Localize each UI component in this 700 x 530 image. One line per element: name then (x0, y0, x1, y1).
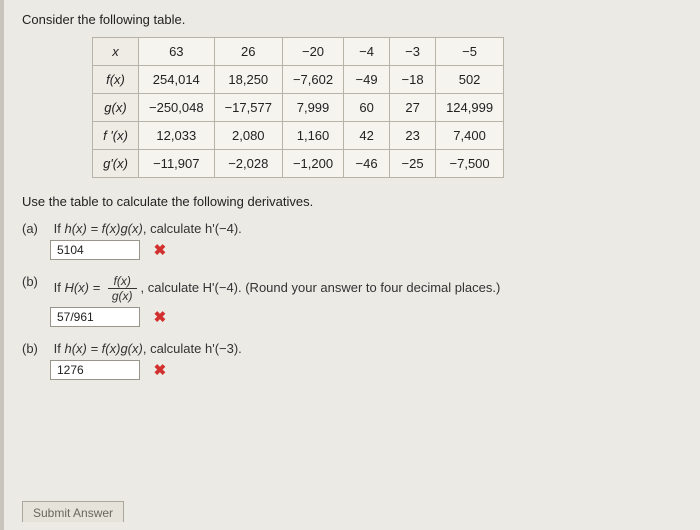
cell: −49 (344, 66, 390, 94)
cell: 27 (390, 94, 436, 122)
frac-num: f(x) (108, 274, 137, 289)
col-header: −4 (344, 38, 390, 66)
prompt-text: Consider the following table. (22, 12, 682, 27)
part-b2-eq: h(x) = f(x)g(x) (64, 341, 142, 356)
part-b2-post: , calculate h'(−3). (143, 341, 242, 356)
col-header: −20 (282, 38, 343, 66)
cell: 42 (344, 122, 390, 150)
cell: −17,577 (214, 94, 282, 122)
cell: −7,602 (282, 66, 343, 94)
submit-answer-button[interactable]: Submit Answer (22, 501, 124, 522)
part-a-pre: If (54, 221, 65, 236)
cell: −1,200 (282, 150, 343, 178)
col-header: −5 (436, 38, 504, 66)
table-row: g'(x) −11,907 −2,028 −1,200 −46 −25 −7,5… (93, 150, 504, 178)
part-b1-answer-row: 57/961 ✖ (50, 307, 682, 327)
cell: 18,250 (214, 66, 282, 94)
question-page: Consider the following table. x 63 26 −2… (0, 0, 700, 530)
part-b2: (b) If h(x) = f(x)g(x), calculate h'(−3)… (22, 341, 682, 380)
cell: −46 (344, 150, 390, 178)
table-row: x 63 26 −20 −4 −3 −5 (93, 38, 504, 66)
col-header-x: x (93, 38, 139, 66)
table-wrap: x 63 26 −20 −4 −3 −5 f(x) 254,014 18,250… (92, 37, 682, 178)
col-header: −3 (390, 38, 436, 66)
wrong-icon: ✖ (154, 308, 167, 326)
wrong-icon: ✖ (154, 241, 167, 259)
part-a-eq: h(x) = f(x)g(x) (64, 221, 142, 236)
col-header: 63 (139, 38, 215, 66)
answer-input-a[interactable]: 5104 (50, 240, 140, 260)
cell: 60 (344, 94, 390, 122)
cell: 502 (436, 66, 504, 94)
cell: 7,999 (282, 94, 343, 122)
cell: −25 (390, 150, 436, 178)
cell: 7,400 (436, 122, 504, 150)
part-b2-answer-row: 1276 ✖ (50, 360, 682, 380)
part-a-body: If h(x) = f(x)g(x), calculate h'(−4). (54, 221, 242, 236)
answer-input-b2[interactable]: 1276 (50, 360, 140, 380)
part-b1-pre: If (54, 280, 65, 295)
row-label: g'(x) (93, 150, 139, 178)
table-row: f(x) 254,014 18,250 −7,602 −49 −18 502 (93, 66, 504, 94)
cell: −18 (390, 66, 436, 94)
part-a: (a) If h(x) = f(x)g(x), calculate h'(−4)… (22, 221, 682, 260)
cell: 124,999 (436, 94, 504, 122)
table-row: f '(x) 12,033 2,080 1,160 42 23 7,400 (93, 122, 504, 150)
cell: 23 (390, 122, 436, 150)
row-label: g(x) (93, 94, 139, 122)
fraction: f(x)g(x) (108, 274, 137, 303)
part-b1-post: , calculate H'(−4). (Round your answer t… (141, 280, 501, 295)
part-b2-pre: If (54, 341, 65, 356)
col-header: 26 (214, 38, 282, 66)
cell: −11,907 (139, 150, 215, 178)
answer-input-b1[interactable]: 57/961 (50, 307, 140, 327)
cell: −250,048 (139, 94, 215, 122)
cell: 2,080 (214, 122, 282, 150)
part-a-answer-row: 5104 ✖ (50, 240, 682, 260)
part-b1-lhs: H(x) = (64, 280, 103, 295)
row-label: f '(x) (93, 122, 139, 150)
frac-den: g(x) (108, 289, 137, 303)
part-a-label: (a) (22, 221, 50, 236)
part-b1: (b) If H(x) = f(x)g(x) , calculate H'(−4)… (22, 274, 682, 327)
part-b1-label: (b) (22, 274, 50, 289)
cell: −7,500 (436, 150, 504, 178)
part-b2-label: (b) (22, 341, 50, 356)
instruction-text: Use the table to calculate the following… (22, 194, 682, 209)
wrong-icon: ✖ (154, 361, 167, 379)
part-a-post: , calculate h'(−4). (143, 221, 242, 236)
part-b2-body: If h(x) = f(x)g(x), calculate h'(−3). (54, 341, 242, 356)
cell: −2,028 (214, 150, 282, 178)
cell: 12,033 (139, 122, 215, 150)
table-row: g(x) −250,048 −17,577 7,999 60 27 124,99… (93, 94, 504, 122)
cell: 254,014 (139, 66, 215, 94)
cell: 1,160 (282, 122, 343, 150)
data-table: x 63 26 −20 −4 −3 −5 f(x) 254,014 18,250… (92, 37, 504, 178)
part-b1-body: If H(x) = f(x)g(x) , calculate H'(−4). (R… (54, 274, 501, 303)
row-label: f(x) (93, 66, 139, 94)
